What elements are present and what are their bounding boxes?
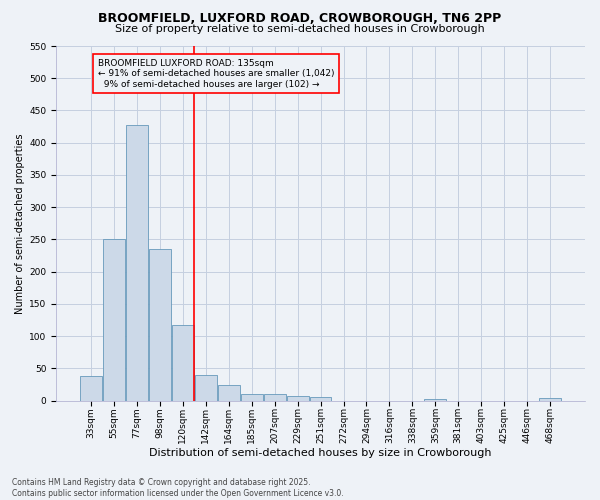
Bar [310,398,331,400]
Bar [424,399,446,400]
Text: BROOMFIELD, LUXFORD ROAD, CROWBOROUGH, TN6 2PP: BROOMFIELD, LUXFORD ROAD, CROWBOROUGH, T… [98,12,502,26]
Bar [172,324,194,400]
Bar [287,396,308,400]
Text: BROOMFIELD LUXFORD ROAD: 135sqm
← 91% of semi-detached houses are smaller (1,042: BROOMFIELD LUXFORD ROAD: 135sqm ← 91% of… [98,59,334,88]
Text: Contains HM Land Registry data © Crown copyright and database right 2025.
Contai: Contains HM Land Registry data © Crown c… [12,478,344,498]
Bar [195,375,217,400]
Text: Size of property relative to semi-detached houses in Crowborough: Size of property relative to semi-detach… [115,24,485,34]
Bar [241,394,263,400]
Bar [80,376,102,400]
X-axis label: Distribution of semi-detached houses by size in Crowborough: Distribution of semi-detached houses by … [149,448,492,458]
Bar [103,240,125,400]
Bar [218,385,239,400]
Y-axis label: Number of semi-detached properties: Number of semi-detached properties [15,133,25,314]
Bar [264,394,286,400]
Bar [539,398,561,400]
Bar [126,124,148,400]
Bar [149,248,171,400]
